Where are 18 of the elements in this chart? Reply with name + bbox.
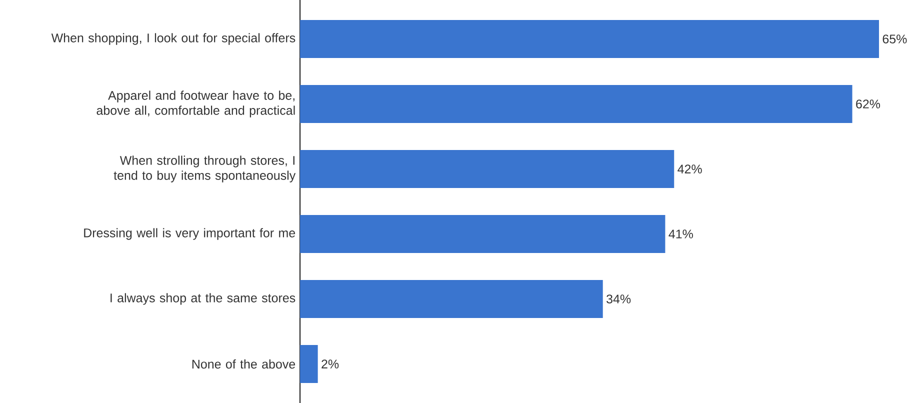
- y-tick-label: When shopping, I look out for special offers: [51, 33, 296, 45]
- bar: [300, 214, 666, 253]
- y-tick-label: Dressing well is very important for me: [84, 228, 296, 240]
- data-label: 62%: [856, 100, 880, 108]
- bar: [300, 280, 603, 318]
- y-tick-label: Apparel and footwear have to be, above all, comfortable and practical: [96, 90, 295, 118]
- y-tick-label: I always shop at the same stores: [110, 293, 296, 305]
- data-label: 65%: [882, 34, 907, 44]
- data-label: 2%: [322, 360, 339, 368]
- y-tick-label: When strolling through stores, I tend to buy items spontaneously: [114, 156, 296, 182]
- bar: [300, 344, 318, 383]
- y-tick-label: None of the above: [192, 359, 296, 369]
- data-label: 41%: [668, 230, 693, 238]
- bar: [300, 85, 852, 123]
- data-label: 42%: [678, 164, 702, 174]
- bar: [300, 20, 879, 58]
- data-label: 34%: [606, 294, 631, 304]
- bar: [300, 150, 674, 188]
